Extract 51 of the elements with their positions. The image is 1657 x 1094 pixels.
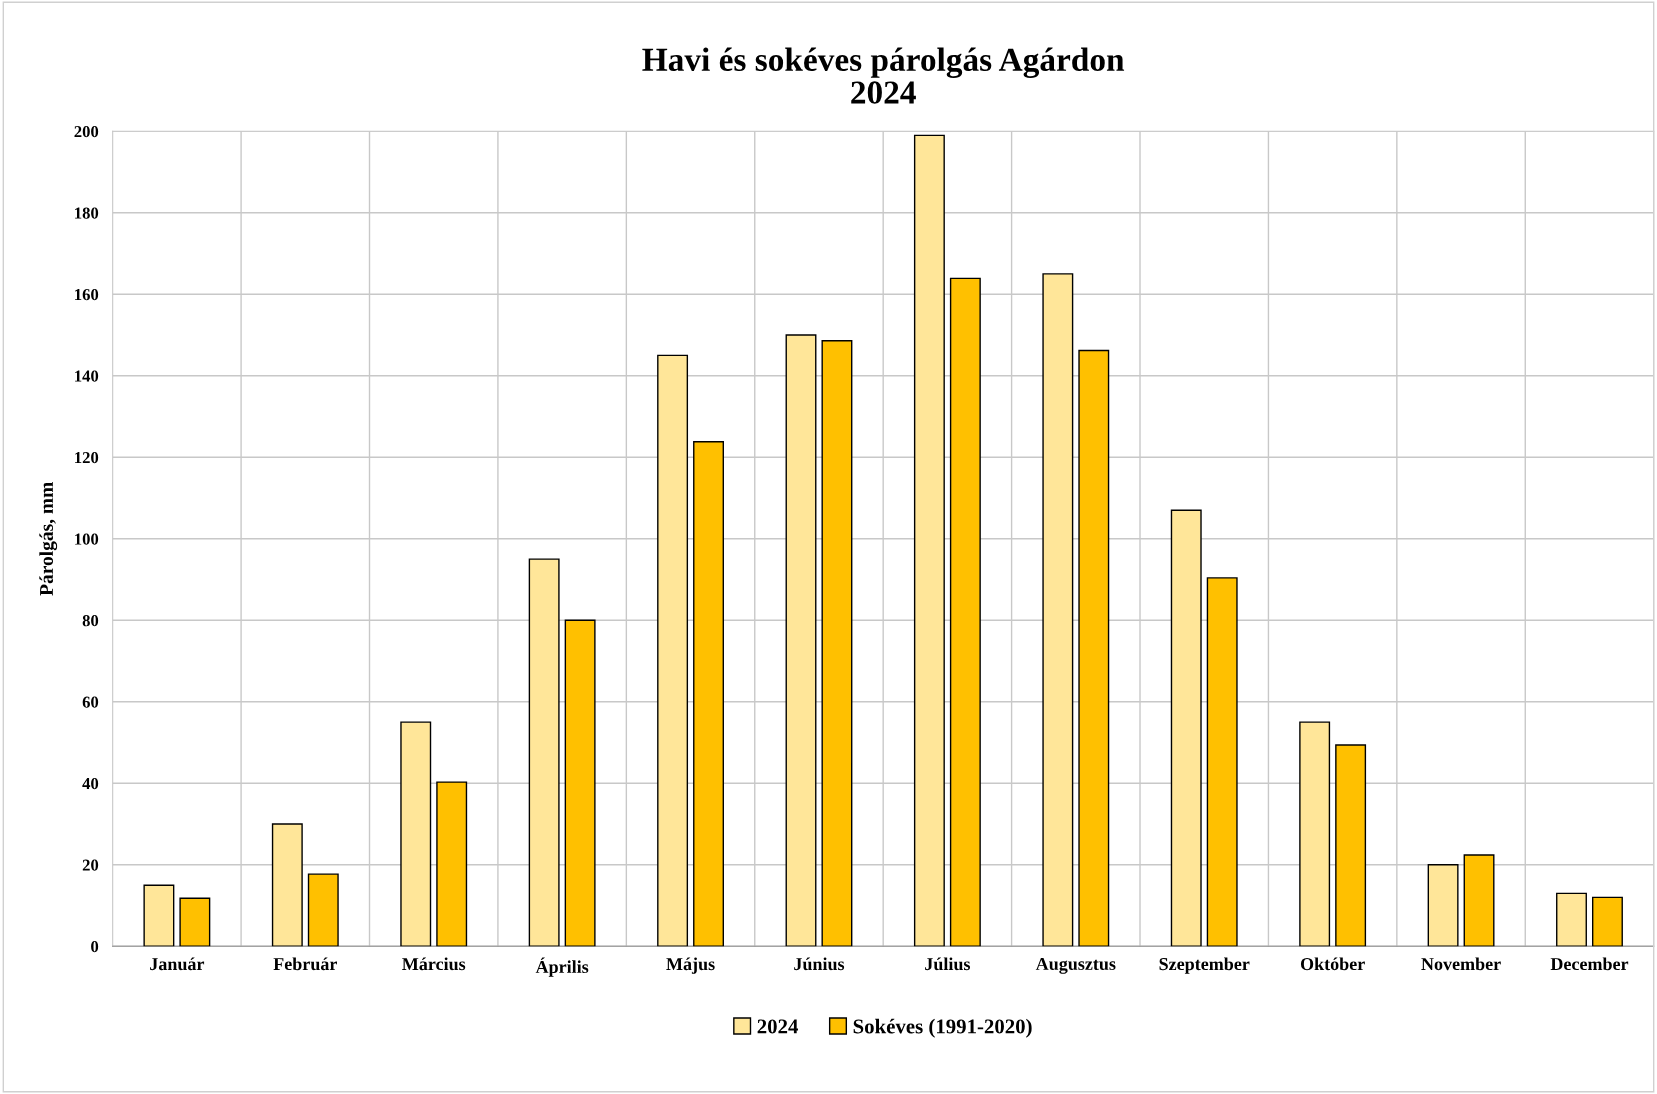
bar: [436, 781, 468, 947]
bar: [528, 558, 560, 947]
x-tick-label: Január: [150, 957, 205, 971]
bar: [913, 134, 945, 947]
y-tick-label: 0: [91, 941, 99, 953]
bar: [785, 334, 817, 947]
x-tick-label: December: [1550, 957, 1629, 971]
y-tick-label: 20: [82, 859, 99, 871]
bar: [1427, 864, 1459, 947]
bar: [1299, 721, 1331, 947]
y-tick-label: 120: [75, 451, 99, 464]
bar: [1170, 509, 1202, 947]
bar: [1042, 273, 1074, 947]
x-tick-label: Június: [794, 957, 845, 971]
legend-label: 2024: [757, 1019, 799, 1034]
bar: [657, 354, 689, 947]
x-tick-label: Február: [273, 957, 337, 971]
y-axis-title: Párolgás, mm: [39, 482, 58, 596]
x-tick-label: Augusztus: [1035, 957, 1116, 974]
chart-title: Havi és sokéves párolgás Agárdon 2024: [642, 47, 1125, 104]
bar: [307, 873, 339, 947]
bar: [693, 441, 724, 947]
x-tick-label: Szeptember: [1159, 957, 1250, 974]
y-tick-label: 60: [82, 696, 99, 708]
x-tick-label: Október: [1300, 957, 1365, 971]
bar: [400, 721, 432, 947]
y-tick-label: 40: [82, 778, 99, 790]
bar: [143, 884, 175, 947]
bar: [1463, 854, 1495, 947]
y-tick-label: 100: [75, 533, 99, 545]
x-tick-label: Április: [535, 957, 589, 977]
y-tick-label: 160: [75, 288, 99, 301]
x-tick-label: November: [1421, 957, 1501, 971]
bar: [179, 897, 211, 947]
y-tick-label: 180: [75, 207, 99, 219]
y-tick-label: 140: [75, 370, 99, 382]
bar: [1556, 892, 1587, 947]
bar: [1335, 744, 1367, 947]
x-tick-label: Július: [925, 957, 971, 971]
bar: [949, 277, 981, 947]
y-tick-label: 200: [74, 125, 99, 138]
x-tick-label: Május: [666, 957, 715, 974]
bar: [1206, 577, 1238, 947]
bar: [1591, 896, 1623, 947]
legend-label: Sokéves (1991-2020): [853, 1018, 1032, 1038]
bar: [564, 619, 596, 947]
y-tick-label: 80: [82, 615, 99, 627]
bar: [271, 823, 303, 947]
bar: [1078, 349, 1110, 947]
x-tick-label: Március: [402, 957, 466, 971]
bar: [821, 340, 853, 947]
